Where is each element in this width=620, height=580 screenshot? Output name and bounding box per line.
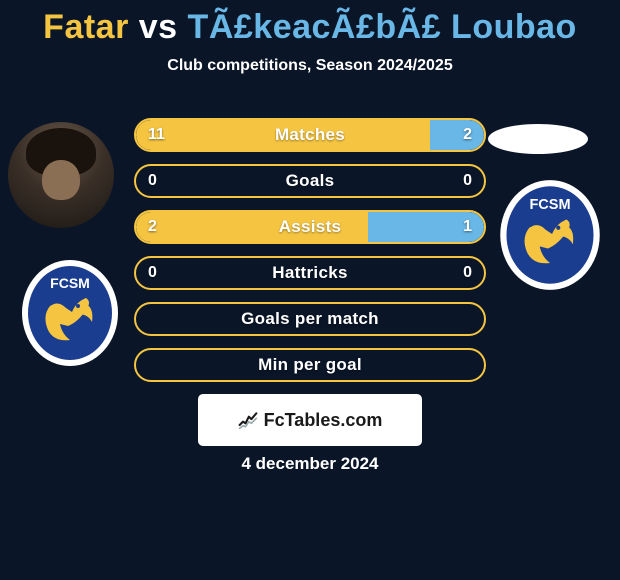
date-label: 4 december 2024 bbox=[0, 454, 620, 474]
club-badge-right: FCSM bbox=[498, 178, 602, 292]
sparkline-icon bbox=[238, 410, 258, 430]
stat-label: Matches bbox=[134, 118, 486, 152]
club-badge-left: FCSM bbox=[20, 258, 120, 368]
badge-text: FCSM bbox=[50, 275, 90, 291]
stat-value-right: 2 bbox=[463, 118, 472, 152]
stat-value-right: 0 bbox=[463, 256, 472, 290]
stat-label: Goals bbox=[134, 164, 486, 198]
stat-row: Assists2 1 bbox=[134, 210, 486, 244]
stat-label: Hattricks bbox=[134, 256, 486, 290]
title-vs: vs bbox=[139, 8, 178, 46]
subtitle: Club competitions, Season 2024/2025 bbox=[0, 57, 620, 75]
stat-value-left: 0 bbox=[148, 164, 157, 198]
stat-row: Goals0 0 bbox=[134, 164, 486, 198]
stat-value-left: 0 bbox=[148, 256, 157, 290]
stat-label: Min per goal bbox=[134, 348, 486, 382]
footer-source-chip: FcTables.com bbox=[198, 394, 422, 446]
stat-value-right: 1 bbox=[463, 210, 472, 244]
stat-label: Goals per match bbox=[134, 302, 486, 336]
title-player1: Fatar bbox=[43, 8, 129, 46]
page-title: Fatar vs TÃ£keacÃ£bÃ£ Loubao bbox=[0, 0, 620, 47]
stat-row: Min per goal bbox=[134, 348, 486, 382]
stat-value-left: 11 bbox=[148, 118, 165, 152]
stat-bars: Matches112Goals00Assists21Hattricks00Goa… bbox=[134, 118, 486, 394]
footer-source-text: FcTables.com bbox=[264, 410, 383, 431]
stat-row: Goals per match bbox=[134, 302, 486, 336]
stat-value-left: 2 bbox=[148, 210, 157, 244]
svg-text:FCSM: FCSM bbox=[529, 197, 570, 213]
stat-label: Assists bbox=[134, 210, 486, 244]
stat-row: Hattricks0 0 bbox=[134, 256, 486, 290]
player2-avatar-placeholder bbox=[488, 124, 588, 154]
badge-lion-eye bbox=[76, 304, 80, 308]
player1-avatar bbox=[8, 122, 114, 228]
stat-row: Matches11 2 bbox=[134, 118, 486, 152]
stat-value-right: 0 bbox=[463, 164, 472, 198]
title-player2: TÃ£keacÃ£bÃ£ Loubao bbox=[188, 8, 577, 46]
